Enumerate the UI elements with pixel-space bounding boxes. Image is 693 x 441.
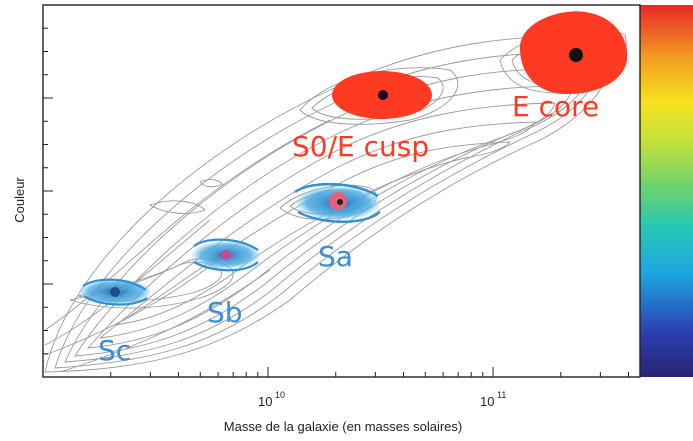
y-axis-label: Couleur (12, 177, 27, 223)
y-axis-ticks (43, 4, 53, 378)
point-sb-core (221, 250, 231, 260)
x-axis-ticks (42, 367, 629, 377)
point-label-sb: Sb (207, 296, 243, 329)
galaxy-labels: Sc Sb Sa S0/E cusp E core (98, 90, 599, 367)
x-tick-label-1e11: 10 11 (480, 390, 506, 409)
point-label-s0e: S0/E cusp (292, 130, 429, 163)
point-sb-arm (193, 261, 259, 272)
point-sc-arm (83, 295, 148, 306)
point-s0-core (378, 90, 388, 100)
colorbar (640, 5, 693, 377)
galaxy-markers (79, 11, 628, 306)
point-sb-arm (193, 238, 259, 251)
point-sa-arm (297, 210, 381, 223)
svg-text:10: 10 (480, 394, 494, 409)
point-label-sa: Sa (318, 240, 353, 273)
point-label-sc: Sc (98, 334, 131, 367)
x-tick-label-1e10: 10 10 (258, 390, 285, 409)
svg-text:10: 10 (275, 390, 285, 400)
x-axis-label: Masse de la galaxie (en masses solaires) (224, 419, 462, 434)
point-label-ecore: E core (512, 90, 599, 123)
svg-text:10: 10 (258, 394, 272, 409)
svg-text:11: 11 (497, 390, 506, 400)
point-sc-arm (82, 278, 147, 291)
point-sa-core (337, 199, 343, 205)
point-sc-core (110, 287, 120, 297)
point-ecore-core (569, 48, 583, 62)
point-sa-arm (294, 182, 379, 198)
